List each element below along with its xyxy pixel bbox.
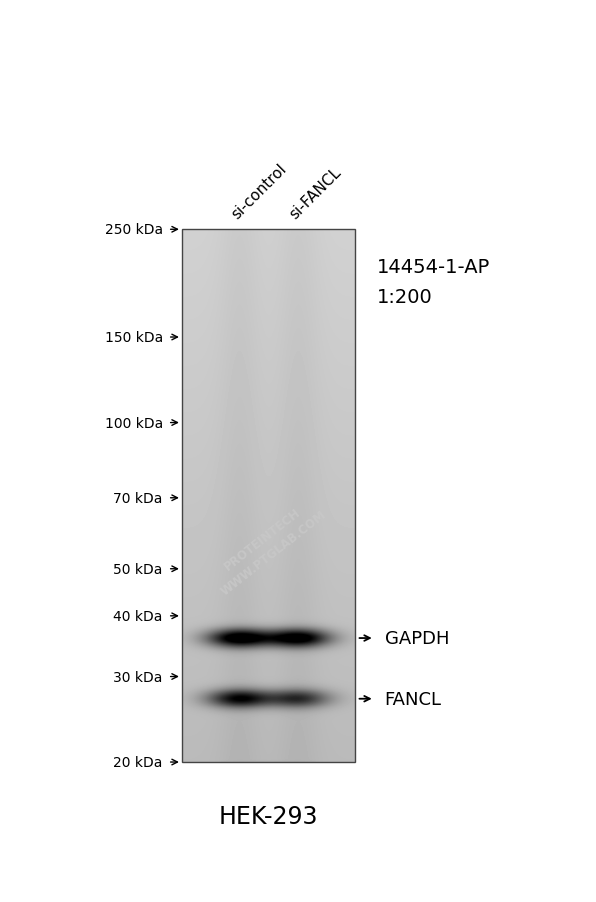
Text: HEK-293: HEK-293 [219, 805, 318, 828]
Text: 70 kDa: 70 kDa [113, 492, 163, 505]
Text: 14454-1-AP: 14454-1-AP [377, 258, 490, 277]
Text: 50 kDa: 50 kDa [113, 562, 163, 576]
Text: 250 kDa: 250 kDa [105, 223, 163, 237]
Text: si-FANCL: si-FANCL [287, 165, 344, 222]
Text: 30 kDa: 30 kDa [113, 670, 163, 684]
Text: 20 kDa: 20 kDa [113, 755, 163, 769]
Text: 150 kDa: 150 kDa [104, 331, 163, 345]
Text: 40 kDa: 40 kDa [113, 609, 163, 623]
Text: GAPDH: GAPDH [384, 630, 449, 648]
Text: PROTEINTECH
WWW.PTGLAB.COM: PROTEINTECH WWW.PTGLAB.COM [207, 494, 329, 598]
Text: si-control: si-control [228, 161, 289, 222]
Text: 100 kDa: 100 kDa [104, 416, 163, 430]
Text: FANCL: FANCL [384, 690, 442, 708]
Text: 1:200: 1:200 [377, 288, 432, 307]
